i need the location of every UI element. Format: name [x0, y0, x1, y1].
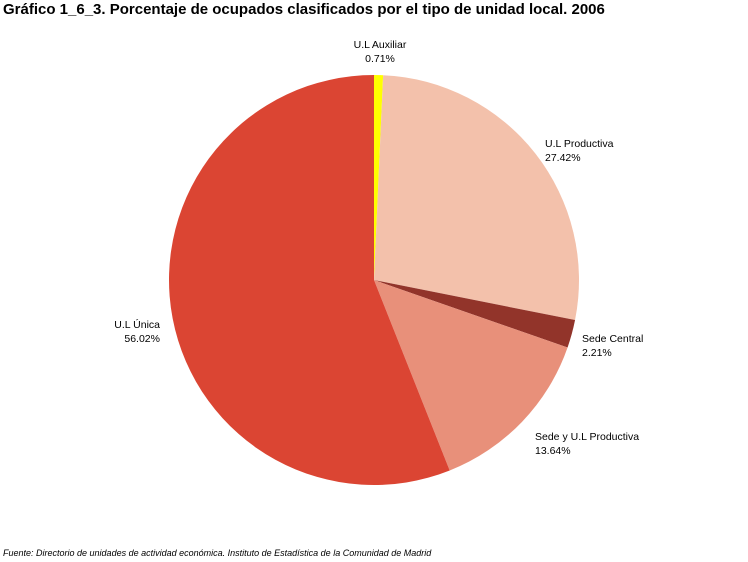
slice-label: U.L Auxiliar — [354, 39, 407, 51]
pie-slice — [374, 280, 568, 471]
slice-value-label: 13.64% — [535, 445, 571, 457]
pie-slices — [168, 75, 579, 486]
slice-label: U.L Única — [114, 318, 160, 331]
pie-slice — [374, 280, 576, 348]
slice-label: Sede y U.L Productiva — [535, 431, 639, 443]
pie-slice — [374, 75, 384, 280]
chart-source: Fuente: Directorio de unidades de activi… — [3, 548, 432, 558]
pie-chart: U.L Auxiliar 0.71% U.L Productiva 27.42% Sed… — [114, 39, 643, 486]
slice-value-label: 27.42% — [545, 152, 581, 164]
slice-value-label: 2.21% — [582, 347, 612, 359]
slice-value-label: 0.71% — [365, 53, 395, 65]
slice-label: U.L Productiva — [545, 138, 614, 150]
pie-slice — [168, 75, 450, 486]
pie-slice — [374, 75, 579, 321]
slice-labels: U.L Auxiliar 0.71% U.L Productiva 27.42% Sed… — [114, 39, 643, 457]
slice-label: Sede Central — [582, 333, 643, 345]
chart-title: Gráfico 1_6_3. Porcentaje de ocupados cl… — [3, 1, 605, 18]
slice-value-label: 56.02% — [124, 333, 160, 345]
